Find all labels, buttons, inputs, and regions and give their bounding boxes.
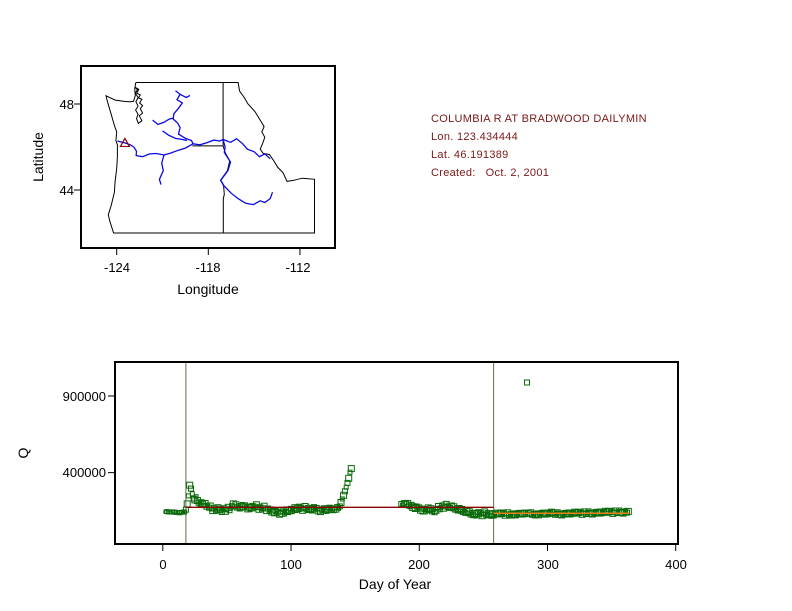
data-point — [186, 481, 194, 489]
river-7 — [222, 138, 271, 160]
scatter-y-tick-400000: 400000 — [62, 465, 106, 480]
data-point — [188, 485, 194, 492]
scatter-frame — [114, 361, 679, 545]
data-point — [565, 510, 573, 518]
scatter-x-tick-400: 400 — [665, 557, 687, 572]
river-2 — [179, 93, 191, 99]
scatter-y-tick-900000: 900000 — [62, 389, 106, 404]
data-point — [339, 496, 345, 502]
data-point — [347, 469, 353, 475]
station-title: COLUMBIA R AT BRADWOOD DAILYMIN — [431, 113, 647, 125]
data-point — [624, 507, 632, 515]
scatter-x-tick-0: 0 — [159, 557, 167, 572]
river-0 — [172, 90, 194, 145]
scatter-x-tick-300: 300 — [537, 557, 559, 572]
map-y-tick-44: 44 — [59, 183, 74, 198]
data-point — [340, 491, 348, 499]
scatter-x-tick-100: 100 — [280, 557, 302, 572]
map-y-tick-48: 48 — [59, 97, 74, 112]
map-frame — [80, 65, 336, 249]
map-x-tick--112: -112 — [285, 260, 311, 275]
map-x-tick--118: -118 — [195, 260, 221, 275]
scatter-y-axis-title: Q — [15, 447, 31, 459]
station-created-date: Created: Oct. 2, 2001 — [431, 167, 550, 179]
puget-sound-coast — [134, 86, 144, 125]
data-point — [183, 500, 191, 508]
map-x-axis-title: Longitude — [177, 281, 239, 297]
data-point — [347, 465, 355, 473]
station-longitude: Lon. 123.434444 — [431, 131, 519, 143]
river-5 — [158, 154, 165, 185]
data-point — [336, 503, 343, 510]
data-point — [337, 499, 345, 506]
data-point — [344, 479, 351, 486]
data-point — [282, 508, 289, 515]
data-point — [185, 493, 191, 499]
river-1 — [152, 117, 175, 126]
state-outline — [105, 82, 315, 234]
scatter-x-axis-title: Day of Year — [358, 576, 432, 592]
data-point — [524, 379, 530, 386]
data-point — [236, 505, 243, 512]
river-6 — [192, 138, 224, 146]
station-marker-icon — [119, 137, 131, 148]
river-8 — [220, 139, 274, 206]
scatter-x-tick-200: 200 — [408, 557, 430, 572]
station-latitude: Lat. 46.191389 — [431, 149, 509, 161]
river-3 — [162, 130, 188, 142]
river-4 — [117, 140, 194, 158]
data-point — [345, 474, 353, 482]
data-point — [193, 494, 199, 500]
map-x-tick--124: -124 — [103, 260, 131, 275]
station-info-block: COLUMBIA R AT BRADWOOD DAILYMIN Lon. 123… — [431, 110, 647, 182]
data-point — [336, 505, 341, 511]
